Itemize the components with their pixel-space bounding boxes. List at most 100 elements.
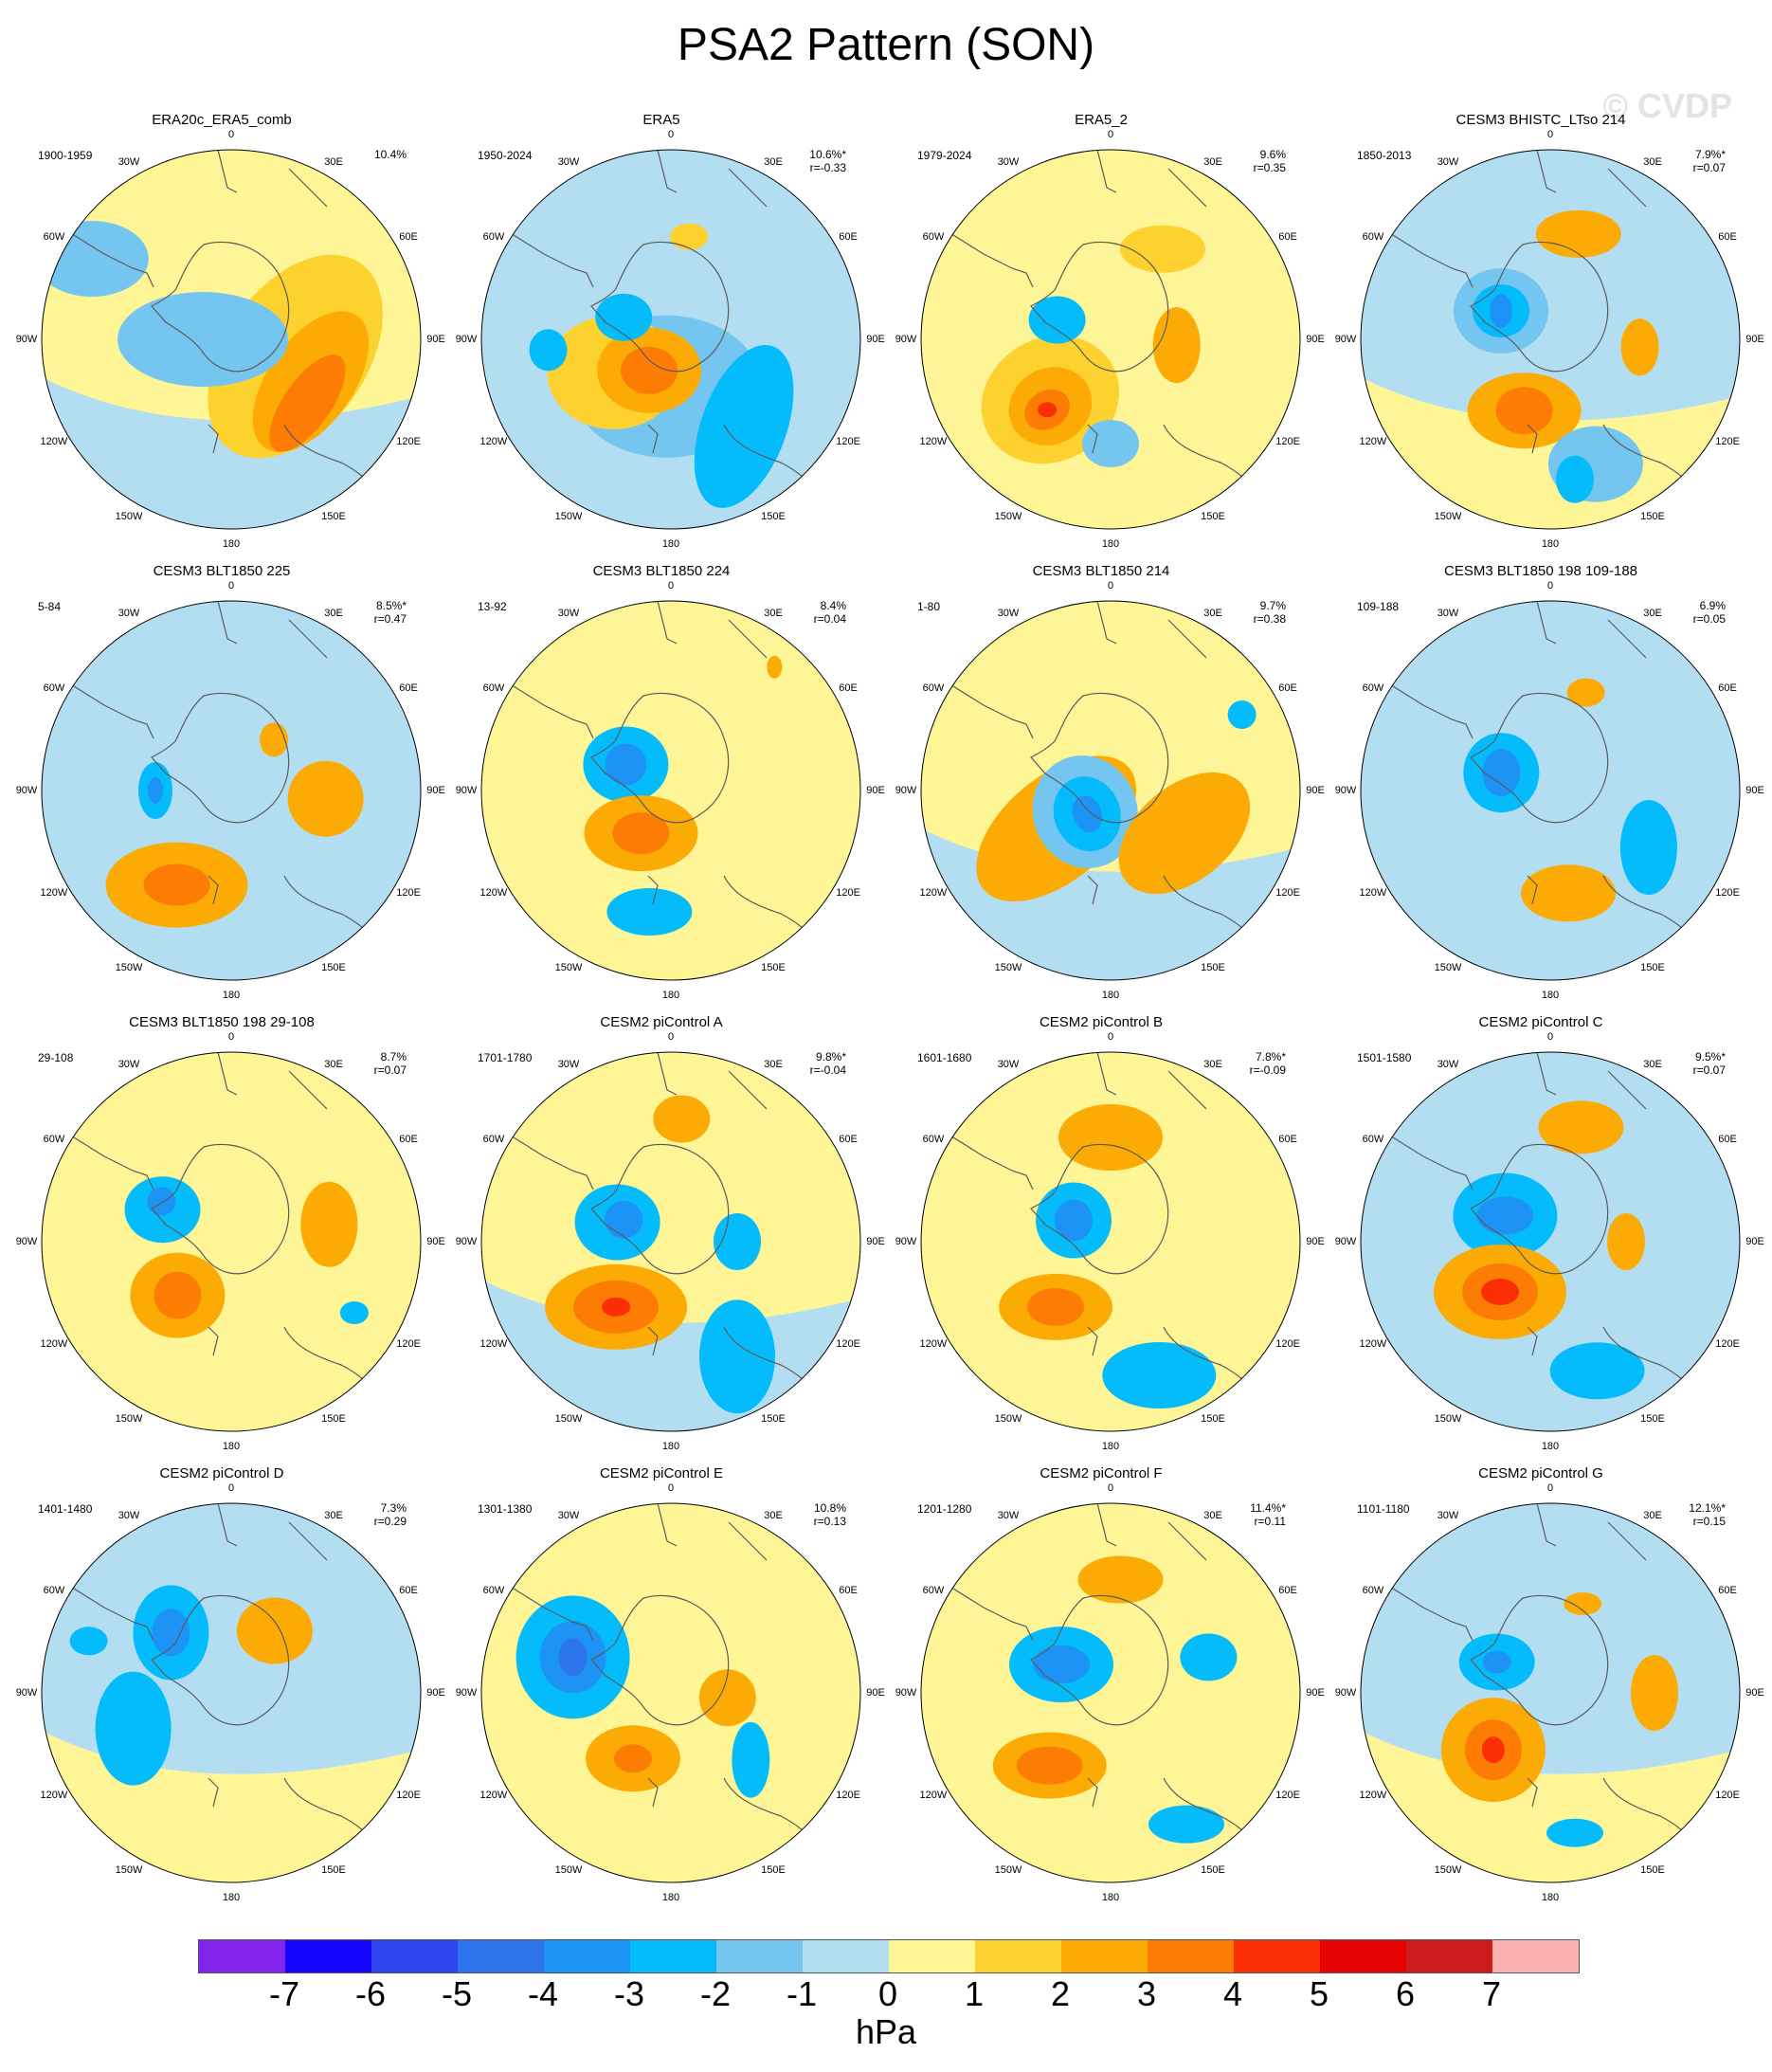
map-panel: CESM2 piControl B 1601-1680 7.8%* r=-0.09 0 3… bbox=[879, 1014, 1325, 1464]
panel-correlation: r=0.07 bbox=[1692, 1063, 1726, 1077]
positive-anomaly bbox=[1152, 307, 1201, 384]
panel-correlation: r=0.35 bbox=[1253, 161, 1286, 174]
continent-coastline bbox=[65, 601, 328, 739]
colorbar-units: hPa bbox=[855, 2012, 917, 2051]
longitude-label: 90E bbox=[426, 785, 445, 796]
longitude-label: 150E bbox=[1640, 1413, 1665, 1426]
colorbar-box bbox=[1406, 1940, 1492, 1972]
negative-anomaly bbox=[1227, 700, 1257, 729]
longitude-label: 90W bbox=[455, 785, 478, 796]
map-panel: CESM3 BLT1850 224 13-92 8.4% r=0.04 0 30E 60E 9… bbox=[440, 563, 885, 1013]
longitude-label: 150W bbox=[554, 511, 583, 523]
colorbar-box bbox=[544, 1940, 630, 1972]
positive-anomaly bbox=[1481, 1279, 1519, 1305]
negative-anomaly bbox=[606, 888, 693, 936]
longitude-label: 120W bbox=[479, 1790, 508, 1801]
panel-title: CESM3 BLT1850 224 bbox=[592, 563, 731, 579]
map-border bbox=[920, 149, 1301, 530]
longitude-label: 0 bbox=[667, 1482, 675, 1494]
panel-correlation: r=0.29 bbox=[373, 1515, 407, 1528]
panel-title: CESM2 piControl C bbox=[1478, 1014, 1603, 1030]
longitude-label: 120E bbox=[836, 436, 860, 447]
longitude-label: 30E bbox=[1643, 1509, 1662, 1521]
antarctica-coastline bbox=[590, 1594, 730, 1726]
continent-coastline bbox=[65, 1052, 328, 1190]
longitude-label: 150W bbox=[115, 1864, 143, 1877]
longitude-label: 150W bbox=[1434, 1413, 1462, 1426]
positive-anomaly bbox=[1564, 1592, 1602, 1615]
antarctica-coastline bbox=[151, 1594, 290, 1726]
longitude-label: 150W bbox=[1434, 511, 1462, 523]
polar-map bbox=[41, 149, 422, 530]
map-panel: CESM3 BHISTC_LTso 214 1850-2013 7.9%* r=0.0… bbox=[1319, 112, 1764, 562]
longitude-label: 150W bbox=[994, 1413, 1022, 1426]
antarctica-coastline bbox=[590, 692, 730, 824]
longitude-label: 90E bbox=[1306, 1687, 1325, 1699]
longitude-label: 60E bbox=[1718, 1585, 1737, 1596]
watermark: © CVDP bbox=[1602, 86, 1732, 125]
panel-correlation: r=-0.04 bbox=[809, 1063, 846, 1077]
positive-anomaly bbox=[269, 354, 346, 452]
longitude-label: 60E bbox=[399, 1134, 418, 1145]
positive-anomaly bbox=[260, 722, 288, 757]
longitude-label: 0 bbox=[227, 129, 235, 140]
map-panel: ERA5_2 1979-2024 9.6% r=0.35 0 30E 60E 90E 120E 1… bbox=[879, 112, 1325, 562]
negative-anomaly bbox=[558, 1638, 588, 1677]
negative-anomaly bbox=[118, 292, 288, 387]
panel-period: 1979-2024 bbox=[917, 149, 972, 162]
longitude-label: 90E bbox=[1745, 1687, 1764, 1699]
continent-coastline bbox=[65, 150, 328, 288]
panel-title: CESM2 piControl F bbox=[1040, 1465, 1163, 1481]
longitude-label: 120E bbox=[1715, 1790, 1740, 1801]
panel-correlation: r=0.47 bbox=[373, 612, 407, 626]
colorbar-tick-label: 2 bbox=[1050, 1974, 1071, 2013]
panel-variance-percent: 9.6% bbox=[1259, 148, 1286, 161]
longitude-label: 120W bbox=[919, 436, 948, 447]
longitude-label: 150W bbox=[115, 962, 143, 974]
panel-correlation: r=-0.09 bbox=[1249, 1063, 1286, 1077]
polar-map bbox=[41, 600, 422, 981]
colorbar-tick-label: 6 bbox=[1395, 1974, 1416, 2013]
polar-map bbox=[920, 1051, 1301, 1432]
longitude-label: 150W bbox=[1434, 962, 1462, 974]
positive-anomaly bbox=[1620, 318, 1659, 376]
colorbar-box bbox=[1148, 1940, 1234, 1972]
panel-period: 1950-2024 bbox=[478, 149, 533, 162]
longitude-label: 30E bbox=[764, 1058, 783, 1070]
longitude-label: 90W bbox=[895, 1236, 917, 1247]
longitude-label: 120W bbox=[1359, 1338, 1387, 1350]
longitude-label: 150W bbox=[994, 962, 1022, 974]
longitude-label: 60E bbox=[1278, 682, 1297, 694]
continent-coastline bbox=[945, 150, 1207, 288]
negative-anomaly bbox=[1476, 1196, 1534, 1235]
colorbar-box bbox=[1061, 1940, 1148, 1972]
longitude-label: 120W bbox=[919, 887, 948, 899]
longitude-label: 150E bbox=[761, 1864, 786, 1877]
longitude-label: 90W bbox=[1334, 1236, 1357, 1247]
map-border bbox=[480, 1502, 861, 1883]
longitude-label: 60W bbox=[43, 1585, 65, 1596]
positive-anomaly bbox=[1058, 1104, 1163, 1171]
longitude-label: 0 bbox=[1107, 1031, 1114, 1043]
positive-anomaly bbox=[612, 812, 670, 855]
panel-variance-percent: 7.8%* bbox=[1255, 1050, 1286, 1063]
longitude-label: 90E bbox=[1306, 785, 1325, 796]
continent-coastline bbox=[505, 1052, 768, 1190]
longitude-label: 0 bbox=[1107, 580, 1114, 591]
colorbar-tick-label: -1 bbox=[786, 1974, 817, 2013]
negative-anomaly bbox=[1082, 420, 1139, 467]
continent-coastline bbox=[1384, 1052, 1647, 1190]
longitude-label: 30W bbox=[997, 155, 1020, 168]
panel-variance-percent: 9.5%* bbox=[1694, 1050, 1726, 1063]
colorbar-box bbox=[1320, 1940, 1406, 1972]
longitude-label: 150E bbox=[1201, 1413, 1225, 1426]
colorbar-tick-label: -2 bbox=[699, 1974, 731, 2013]
panel-title: CESM2 piControl A bbox=[600, 1014, 723, 1030]
positive-anomaly bbox=[1118, 772, 1251, 895]
longitude-label: 30E bbox=[324, 1058, 343, 1070]
longitude-label: 150W bbox=[115, 1413, 143, 1426]
longitude-label: 180 bbox=[222, 990, 241, 1001]
positive-anomaly bbox=[602, 1297, 631, 1317]
colorbar-box bbox=[803, 1940, 889, 1972]
continent-coastline bbox=[1384, 601, 1647, 739]
